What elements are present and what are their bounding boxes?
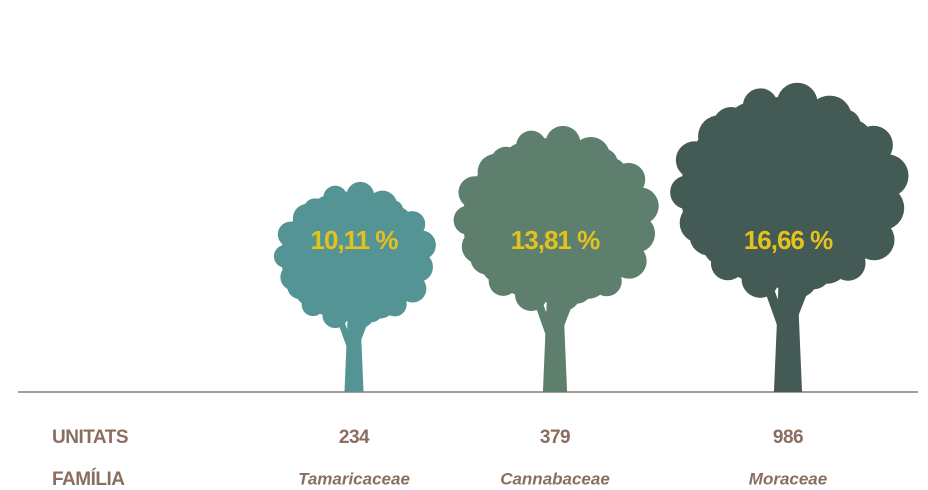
unit-label: 379 [540, 427, 570, 448]
tree [273, 181, 436, 392]
tree-leaf [406, 230, 436, 260]
value-label: 10,11 % [311, 225, 399, 255]
category-label: Tamaricaceae [298, 469, 410, 488]
value-label: 16,66 % [744, 225, 833, 255]
row-label: FAMÍLIA [52, 468, 125, 490]
category-label: Moraceae [749, 469, 827, 488]
tree-leaf [865, 154, 909, 198]
category-label: Cannabaceae [500, 469, 610, 488]
tree-leaf [621, 187, 659, 225]
row-label: UNITATS [52, 427, 128, 448]
unit-label: 234 [339, 427, 370, 448]
tree [453, 125, 659, 392]
tree [670, 82, 909, 392]
unit-label: 986 [773, 427, 803, 448]
value-label: 13,81 % [511, 225, 600, 255]
